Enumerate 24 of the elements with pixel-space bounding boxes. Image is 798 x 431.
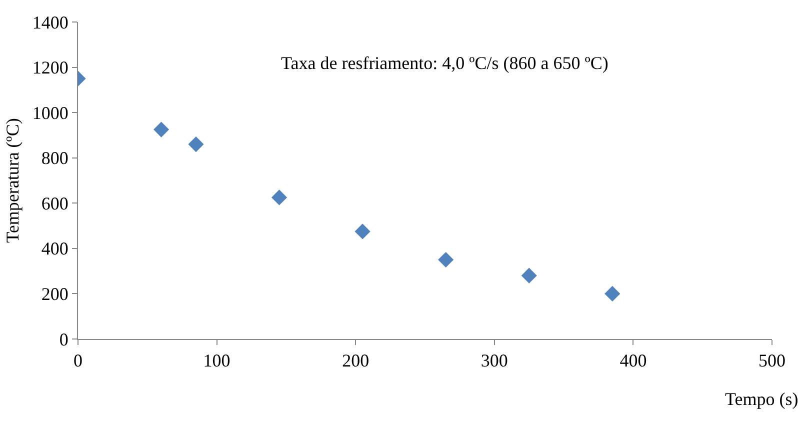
point <box>153 122 170 138</box>
y-tick-label: 200 <box>41 284 68 304</box>
y-tick-label: 800 <box>41 148 68 168</box>
y-tick-label: 400 <box>41 238 68 259</box>
point <box>271 190 288 206</box>
y-tick-label: 1000 <box>32 102 68 123</box>
y-tick-label: 1200 <box>32 58 68 78</box>
x-tick-label: 0 <box>74 350 82 371</box>
point <box>521 268 537 284</box>
point <box>438 252 454 268</box>
x-tick-label: 100 <box>203 350 230 371</box>
x-tick-label: 300 <box>480 350 508 371</box>
point <box>604 286 620 302</box>
point <box>188 136 204 152</box>
x-tick-label: 500 <box>758 350 786 371</box>
point <box>354 224 370 240</box>
x-axis-title: Tempo (s) <box>725 389 798 409</box>
x-tick-label: 200 <box>342 350 370 371</box>
x-tick-label: 400 <box>620 350 647 371</box>
y-tick-label: 0 <box>59 329 68 350</box>
y-tick-label: 600 <box>41 193 68 214</box>
y-axis-title: Temperatura (ºC) <box>2 118 23 243</box>
y-tick-label: 1400 <box>32 12 68 32</box>
annotation: Taxa de resfriamento: 4,0 ºC/s (860 a 650 ºC) <box>281 53 608 73</box>
